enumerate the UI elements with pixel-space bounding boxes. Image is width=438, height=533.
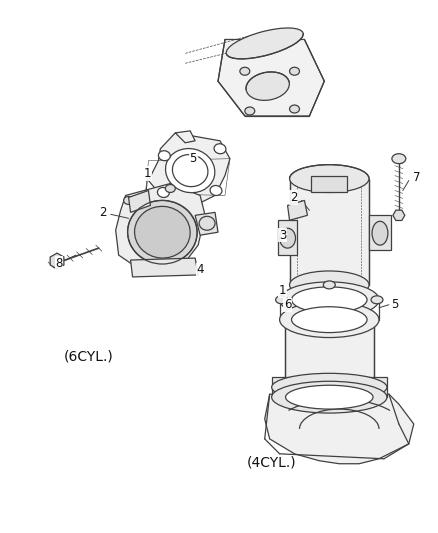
- Text: 1: 1: [144, 167, 151, 180]
- Polygon shape: [116, 183, 205, 272]
- Ellipse shape: [392, 154, 406, 164]
- Ellipse shape: [272, 381, 387, 413]
- Polygon shape: [131, 258, 198, 277]
- Ellipse shape: [210, 185, 222, 196]
- Ellipse shape: [214, 144, 226, 154]
- Ellipse shape: [245, 107, 255, 115]
- Polygon shape: [288, 200, 307, 220]
- Text: (4CYL.): (4CYL.): [247, 456, 296, 470]
- Polygon shape: [218, 39, 324, 116]
- Text: 3: 3: [279, 229, 286, 241]
- Text: 7: 7: [413, 171, 420, 184]
- Ellipse shape: [246, 72, 290, 100]
- Ellipse shape: [159, 151, 170, 161]
- Polygon shape: [265, 394, 414, 464]
- Ellipse shape: [279, 228, 296, 248]
- Text: 1: 1: [279, 284, 286, 297]
- Text: 5: 5: [190, 152, 197, 165]
- Ellipse shape: [276, 296, 288, 304]
- Ellipse shape: [157, 188, 170, 197]
- Ellipse shape: [124, 197, 134, 204]
- Text: 8: 8: [55, 256, 63, 270]
- Ellipse shape: [290, 105, 300, 113]
- Polygon shape: [50, 253, 64, 269]
- Ellipse shape: [226, 28, 303, 59]
- Ellipse shape: [165, 184, 175, 192]
- Text: 2: 2: [290, 191, 297, 204]
- Ellipse shape: [290, 67, 300, 75]
- Polygon shape: [272, 377, 387, 397]
- Text: 6: 6: [284, 298, 291, 311]
- Ellipse shape: [372, 221, 388, 245]
- Polygon shape: [311, 175, 347, 192]
- Ellipse shape: [290, 271, 369, 299]
- Polygon shape: [285, 314, 374, 379]
- Ellipse shape: [371, 296, 383, 304]
- Ellipse shape: [127, 200, 197, 264]
- Text: 2: 2: [99, 206, 106, 219]
- Ellipse shape: [173, 155, 208, 187]
- Polygon shape: [290, 179, 369, 285]
- Ellipse shape: [292, 307, 367, 333]
- Ellipse shape: [286, 385, 373, 409]
- Ellipse shape: [323, 311, 335, 319]
- Polygon shape: [175, 131, 195, 143]
- Polygon shape: [162, 200, 180, 215]
- Ellipse shape: [240, 67, 250, 75]
- Polygon shape: [278, 220, 297, 255]
- Ellipse shape: [173, 264, 183, 272]
- Polygon shape: [195, 212, 218, 235]
- Ellipse shape: [166, 149, 215, 193]
- Ellipse shape: [290, 165, 369, 192]
- Ellipse shape: [135, 261, 145, 269]
- Ellipse shape: [279, 302, 379, 337]
- Polygon shape: [369, 215, 391, 250]
- Polygon shape: [393, 210, 405, 221]
- Polygon shape: [148, 133, 230, 205]
- Ellipse shape: [292, 287, 367, 313]
- Ellipse shape: [199, 216, 215, 230]
- Ellipse shape: [134, 206, 190, 258]
- Polygon shape: [129, 190, 150, 212]
- Text: 5: 5: [391, 298, 399, 311]
- Ellipse shape: [279, 282, 379, 318]
- Text: 4: 4: [196, 263, 204, 277]
- Text: (6CYL.): (6CYL.): [64, 350, 113, 364]
- Ellipse shape: [323, 281, 335, 289]
- Ellipse shape: [272, 373, 387, 401]
